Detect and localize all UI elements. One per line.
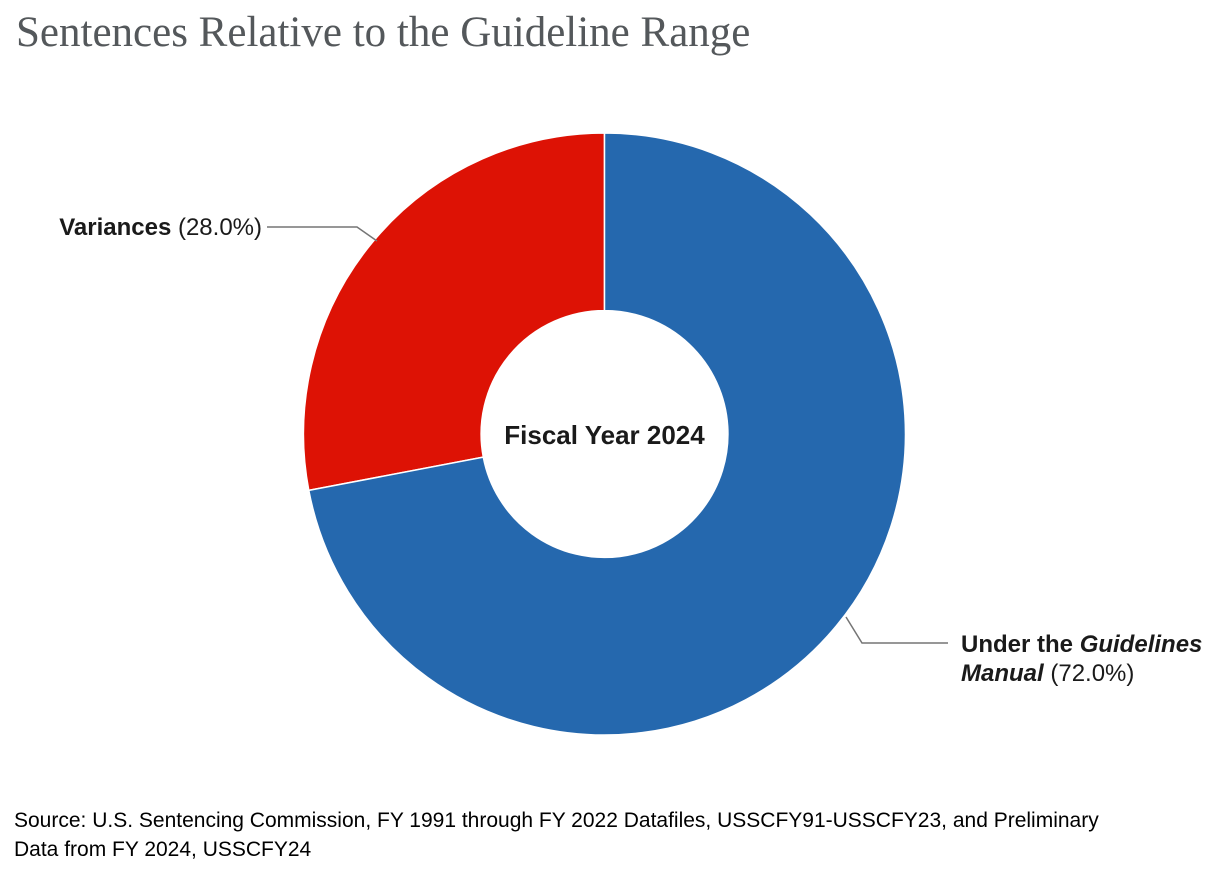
variances-percent-text: (28.0%) [171, 214, 262, 241]
guidelines-manual-italic-text: Guidelines Manual [961, 631, 1203, 687]
under-percent-text: (72.0%) [1043, 660, 1135, 687]
source-note-line2: Data from FY 2024, USSCFY24 [14, 838, 312, 861]
under-label-prefix-text: Under the [961, 631, 1080, 658]
source-note: Source: U.S. Sentencing Commission, FY 1… [14, 806, 1209, 864]
leader-line-under-guidelines [845, 616, 948, 644]
source-note-line1: Source: U.S. Sentencing Commission, FY 1… [14, 809, 1099, 832]
slice-under-the-guidelines-manual [307, 132, 907, 736]
slice-label-variances: Variances (28.0%) [59, 213, 262, 242]
slice-label-under-guidelines: Under the Guidelines Manual (72.0%) [961, 630, 1220, 688]
donut-center-label: Fiscal Year 2024 [504, 420, 705, 450]
variances-label-text: Variances [59, 214, 172, 241]
slice-variances [302, 132, 606, 492]
chart-title: Sentences Relative to the Guideline Rang… [16, 9, 751, 56]
leader-line-variances [267, 226, 378, 242]
